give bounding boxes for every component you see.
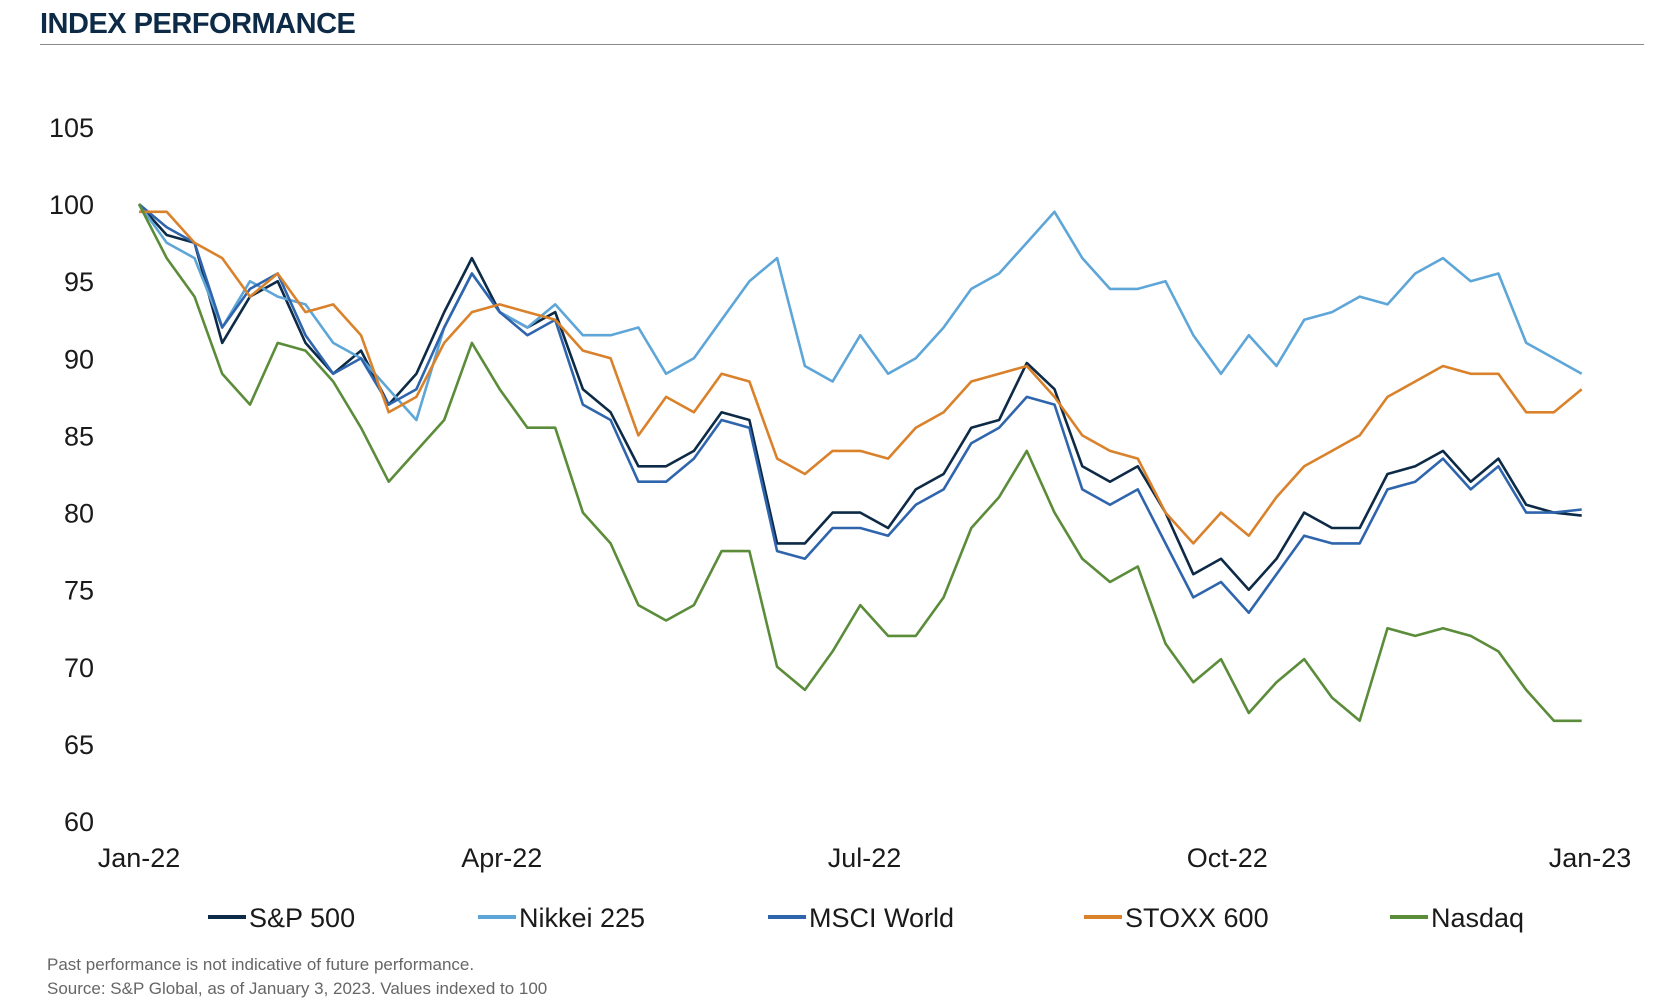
x-tick-label: Oct-22: [1187, 843, 1268, 873]
y-tick-label: 90: [64, 344, 94, 374]
series-line-nasdaq: [137, 203, 1582, 723]
series-line-nikkei-225: [137, 203, 1583, 422]
legend-label: Nasdaq: [1431, 903, 1524, 933]
legend-label: Nikkei 225: [519, 903, 645, 933]
y-tick-label: 65: [64, 730, 94, 760]
legend-label: MSCI World: [809, 903, 954, 933]
y-tick-label: 75: [64, 576, 94, 606]
x-tick-label: Jan-23: [1549, 843, 1632, 873]
series-line-stoxx-600: [139, 210, 1583, 545]
legend-item: S&P 500: [208, 903, 355, 933]
legend: S&P 500 Nikkei 225 MSCI World STOXX 600 Nasd…: [208, 903, 1524, 933]
y-tick-label: 95: [64, 267, 94, 297]
footnote-source: Source: S&P Global, as of January 3, 202…: [47, 979, 548, 998]
legend-label: S&P 500: [249, 903, 355, 933]
y-tick-label: 60: [64, 807, 94, 837]
plot-area: [137, 203, 1583, 723]
y-tick-label: 70: [64, 653, 94, 683]
legend-item: MSCI World: [768, 903, 954, 933]
x-tick-label: Jan-22: [98, 843, 181, 873]
legend-item: Nasdaq: [1390, 903, 1524, 933]
y-axis: 60 65 70 75 80 85 90 95 100 105: [49, 113, 94, 837]
legend-item: Nikkei 225: [478, 903, 645, 933]
legend-item: STOXX 600: [1084, 903, 1269, 933]
page-title: INDEX PERFORMANCE: [40, 8, 356, 40]
y-tick-label: 100: [49, 190, 94, 220]
y-tick-label: 80: [64, 499, 94, 529]
footnote-disclaimer: Past performance is not indicative of fu…: [47, 955, 475, 974]
x-tick-label: Apr-22: [461, 843, 542, 873]
legend-label: STOXX 600: [1125, 903, 1269, 933]
x-tick-label: Jul-22: [828, 843, 902, 873]
x-axis: Jan-22 Apr-22 Jul-22 Oct-22 Jan-23: [98, 843, 1632, 873]
title-divider: [40, 44, 1644, 45]
y-tick-label: 105: [49, 113, 94, 143]
y-tick-label: 85: [64, 421, 94, 451]
series-line-msci-world: [138, 203, 1582, 615]
